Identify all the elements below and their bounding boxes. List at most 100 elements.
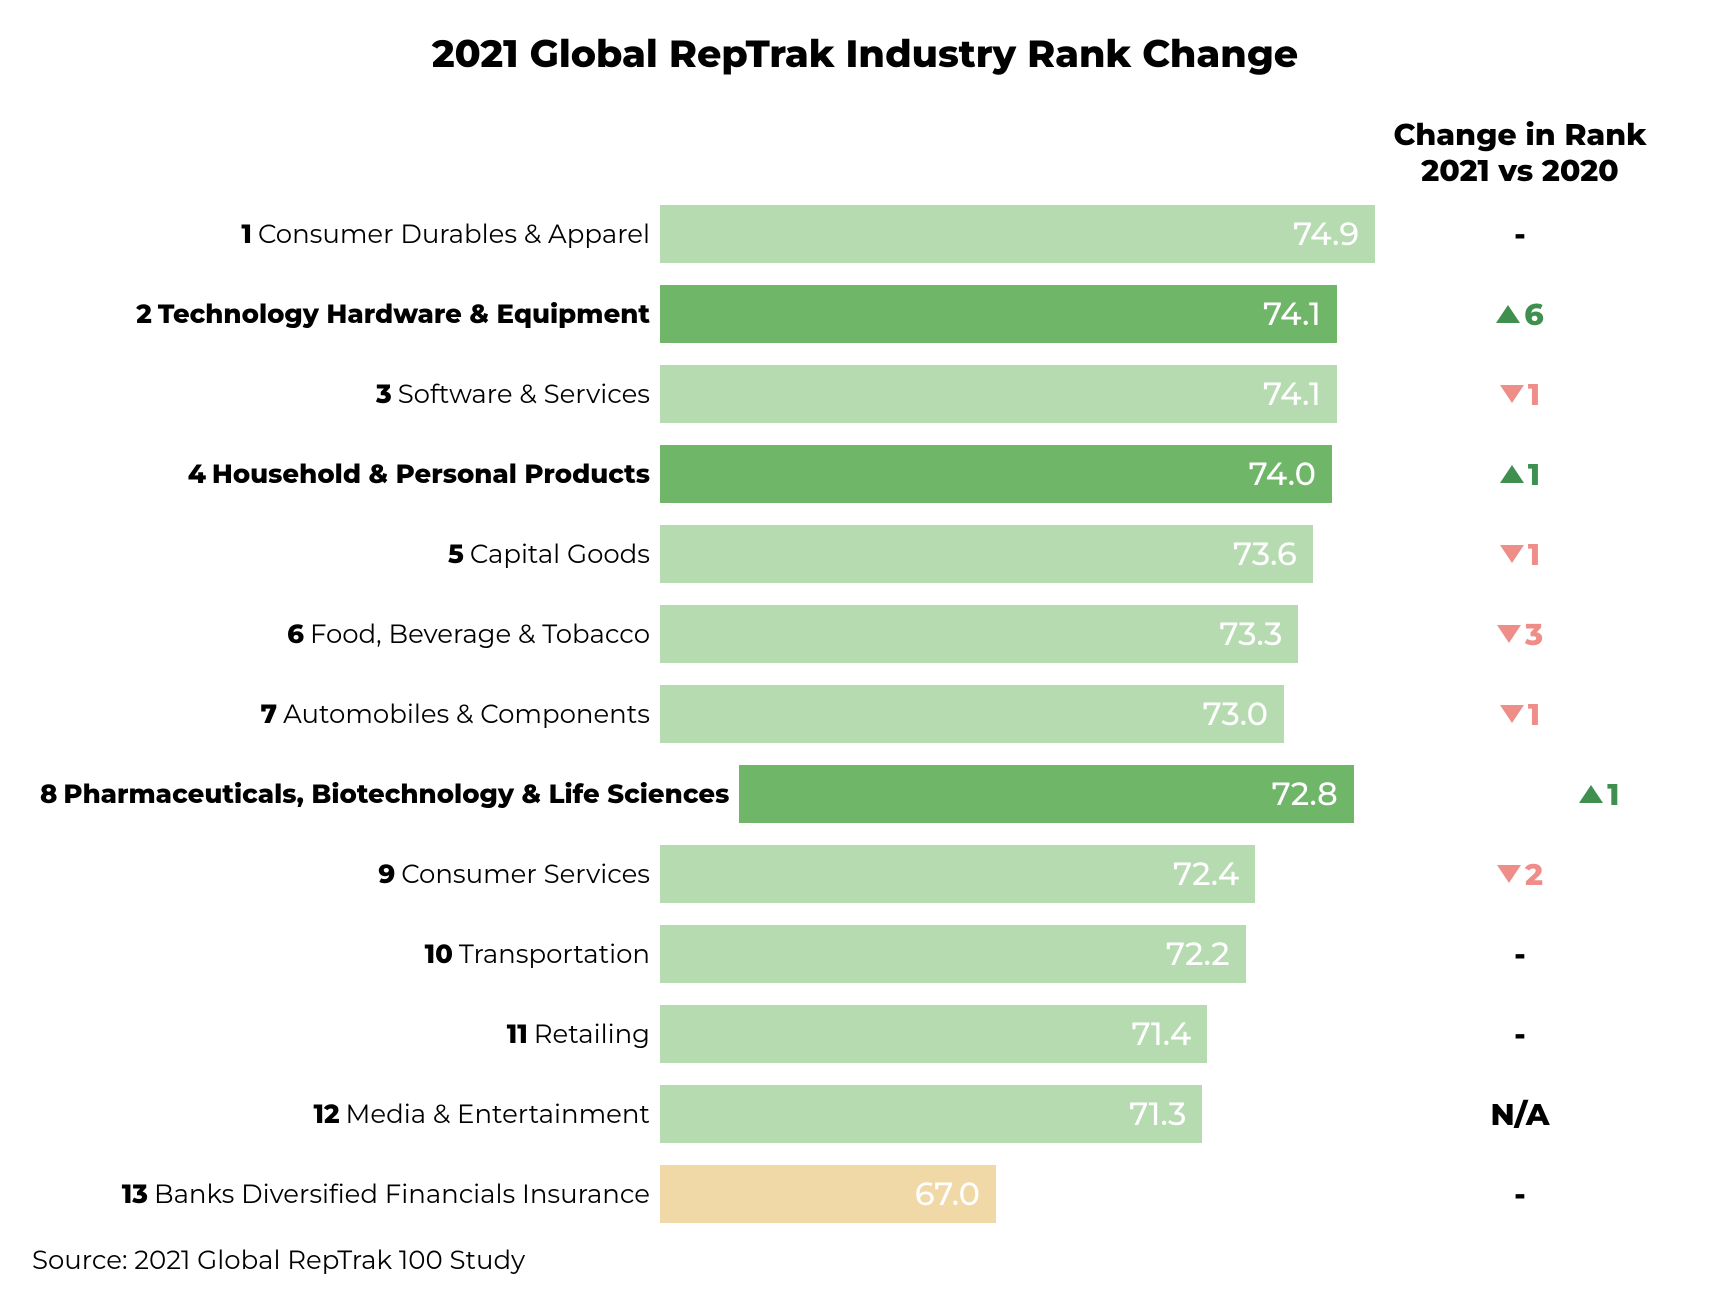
bar-value: 71.3 — [1129, 1095, 1186, 1134]
bar-cell: 67.0 — [660, 1165, 1380, 1223]
bar: 72.2 — [660, 925, 1246, 983]
industry-name: Automobiles & Components — [283, 698, 650, 730]
change-text: - — [1514, 936, 1526, 973]
bar: 71.3 — [660, 1085, 1202, 1143]
change-cell: 1 — [1380, 696, 1660, 733]
rank-number: 12 — [313, 1098, 339, 1130]
bar-value: 67.0 — [915, 1175, 980, 1214]
arrow-down-icon — [1497, 865, 1521, 883]
bar-cell: 74.9 — [660, 205, 1380, 263]
bar-cell: 73.0 — [660, 685, 1380, 743]
industry-name: Technology Hardware & Equipment — [158, 298, 650, 330]
bar: 74.1 — [660, 365, 1337, 423]
table-row: 1Consumer Durables & Apparel 74.9 - — [40, 201, 1690, 267]
arrow-up-icon — [1579, 785, 1603, 803]
rank-number: 6 — [287, 618, 304, 650]
change-text: - — [1514, 216, 1526, 253]
bar: 72.8 — [739, 765, 1353, 823]
change-header-line1: Change in Rank — [1380, 117, 1660, 153]
change-text: 6 — [1524, 296, 1543, 333]
change-text: 1 — [1528, 456, 1540, 493]
industry-name: Retailing — [534, 1018, 650, 1050]
industry-name: Consumer Durables & Apparel — [258, 218, 650, 250]
chart-title: 2021 Global RepTrak Industry Rank Change — [40, 30, 1690, 77]
rows-container: 1Consumer Durables & Apparel74.9-2Techno… — [40, 201, 1690, 1227]
change-cell: - — [1380, 936, 1660, 973]
industry-name: Media & Entertainment — [346, 1098, 650, 1130]
change-cell: 1 — [1459, 776, 1730, 813]
industry-name: Software & Services — [398, 378, 650, 410]
row-label: 11Retailing — [40, 1018, 660, 1050]
change-header: Change in Rank 2021 vs 2020 — [1380, 117, 1660, 189]
rank-number: 3 — [376, 378, 392, 410]
change-cell: - — [1380, 216, 1660, 253]
table-row: 4Household & Personal Products74.01 — [40, 441, 1690, 507]
bar: 71.4 — [660, 1005, 1207, 1063]
bar-cell: 71.3 — [660, 1085, 1380, 1143]
table-row: 2Technology Hardware & Equipment 74.1 6 — [40, 281, 1690, 347]
change-text: 2 — [1525, 856, 1543, 893]
bar-cell: 72.8 — [739, 765, 1459, 823]
bar-cell: 71.4 — [660, 1005, 1380, 1063]
bar-value: 72.4 — [1173, 855, 1239, 894]
bar: 67.0 — [660, 1165, 996, 1223]
change-text: - — [1514, 1176, 1526, 1213]
table-row: 6Food, Beverage & Tobacco 73.3 3 — [40, 601, 1690, 667]
industry-name: Banks Diversified Financials Insurance — [154, 1178, 650, 1210]
bar-cell: 73.6 — [660, 525, 1380, 583]
row-label: 6Food, Beverage & Tobacco — [40, 618, 660, 650]
bar-value: 71.4 — [1132, 1015, 1192, 1054]
change-text: 1 — [1528, 376, 1540, 413]
industry-name: Household & Personal Products — [212, 458, 650, 490]
bar-value: 74.9 — [1293, 215, 1359, 254]
change-text: - — [1514, 1016, 1526, 1053]
table-row: 12Media & Entertainment 71.3 N/A — [40, 1081, 1690, 1147]
row-label: 9Consumer Services — [40, 858, 660, 890]
change-cell: N/A — [1380, 1096, 1660, 1133]
rank-number: 13 — [122, 1178, 148, 1210]
row-label: 13Banks Diversified Financials Insurance — [40, 1178, 660, 1210]
industry-name: Consumer Services — [401, 858, 650, 890]
arrow-down-icon — [1500, 705, 1524, 723]
table-row: 13Banks Diversified Financials Insurance… — [40, 1161, 1690, 1227]
bar-cell: 73.3 — [660, 605, 1380, 663]
bar-value: 72.8 — [1272, 775, 1338, 814]
change-cell: 1 — [1380, 456, 1660, 493]
industry-name: Transportation — [459, 938, 650, 970]
industry-name: Pharmaceuticals, Biotechnology & Life Sc… — [63, 778, 729, 810]
change-text: N/A — [1490, 1096, 1549, 1133]
row-label: 5Capital Goods — [40, 538, 660, 570]
rank-number: 8 — [40, 778, 57, 810]
source-text: Source: 2021 Global RepTrak 100 Study — [32, 1244, 525, 1276]
table-row: 3Software & Services 74.1 1 — [40, 361, 1690, 427]
bar-value: 73.0 — [1203, 695, 1268, 734]
bar: 72.4 — [660, 845, 1255, 903]
change-cell: - — [1380, 1016, 1660, 1053]
industry-name: Capital Goods — [470, 538, 650, 570]
table-row: 7Automobiles & Components73.01 — [40, 681, 1690, 747]
row-label: 1Consumer Durables & Apparel — [40, 218, 660, 250]
table-row: 9Consumer Services 72.4 2 — [40, 841, 1690, 907]
arrow-down-icon — [1500, 545, 1524, 563]
row-label: 12Media & Entertainment — [40, 1098, 660, 1130]
change-text: 3 — [1525, 616, 1543, 653]
change-cell: 3 — [1380, 616, 1660, 653]
bar-cell: 72.2 — [660, 925, 1380, 983]
rank-number: 5 — [448, 538, 464, 570]
change-cell: 6 — [1380, 296, 1660, 333]
header-row: Change in Rank 2021 vs 2020 — [40, 117, 1690, 189]
arrow-up-icon — [1496, 305, 1520, 323]
bar-value: 73.3 — [1219, 615, 1282, 654]
bar-value: 72.2 — [1166, 935, 1230, 974]
change-cell: 1 — [1380, 536, 1660, 573]
change-cell: - — [1380, 1176, 1660, 1213]
rank-number: 10 — [425, 938, 453, 970]
rank-number: 1 — [241, 218, 252, 250]
row-label: 10Transportation — [40, 938, 660, 970]
bar-value: 74.1 — [1263, 375, 1321, 414]
change-text: 1 — [1528, 536, 1540, 573]
bar: 74.1 — [660, 285, 1337, 343]
bar-cell: 74.0 — [660, 445, 1380, 503]
bar-value: 74.0 — [1249, 455, 1316, 494]
rank-number: 2 — [136, 298, 152, 330]
